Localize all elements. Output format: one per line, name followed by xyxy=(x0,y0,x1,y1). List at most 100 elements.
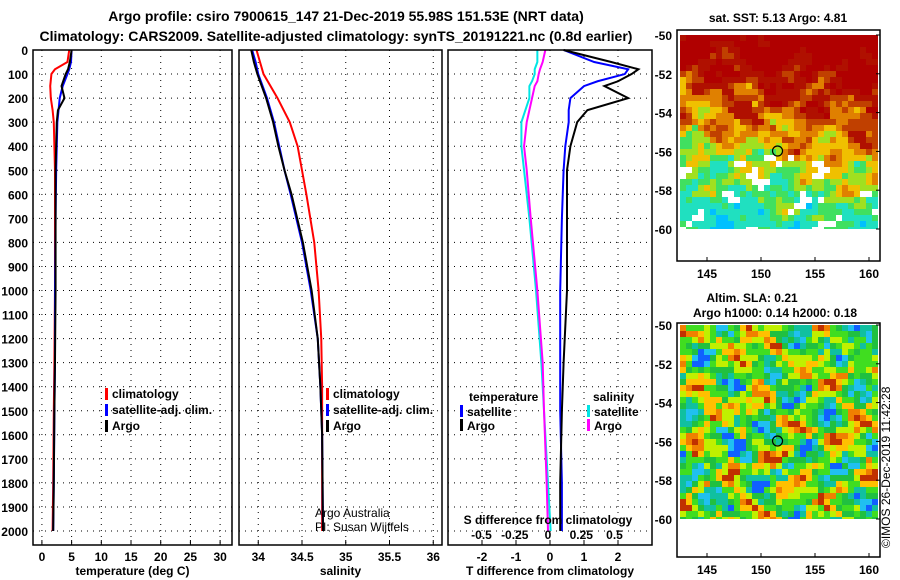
map-cell xyxy=(728,137,734,143)
map-cell xyxy=(722,161,728,167)
map-cell xyxy=(764,379,770,385)
map-cell xyxy=(686,487,692,493)
map-cell xyxy=(860,203,866,209)
map-cell xyxy=(698,463,704,469)
map-cell xyxy=(734,325,740,331)
map-cell xyxy=(812,361,818,367)
map-cell xyxy=(776,379,782,385)
map-cell xyxy=(710,367,716,373)
map-cell xyxy=(722,71,728,77)
map-cell xyxy=(686,185,692,191)
map-cell xyxy=(782,451,788,457)
map-cell xyxy=(818,53,824,59)
map-cell xyxy=(692,167,698,173)
map-cell xyxy=(770,433,776,439)
map-cell xyxy=(794,167,800,173)
map-cell xyxy=(764,47,770,53)
map-cell xyxy=(866,95,872,101)
map-cell xyxy=(740,191,746,197)
map-cell xyxy=(758,367,764,373)
map-cell xyxy=(776,475,782,481)
map-cell xyxy=(698,215,704,221)
map-cell xyxy=(758,35,764,41)
map-cell xyxy=(710,421,716,427)
map-cell xyxy=(866,185,872,191)
map-cell xyxy=(788,71,794,77)
map-cell xyxy=(842,487,848,493)
map-cell xyxy=(824,457,830,463)
map-cell xyxy=(770,325,776,331)
map-cell xyxy=(848,391,854,397)
map-cell xyxy=(746,197,752,203)
map-cell xyxy=(746,445,752,451)
map-cell xyxy=(770,155,776,161)
map-cell xyxy=(806,149,812,155)
map-cell xyxy=(758,227,764,229)
map-cell xyxy=(782,325,788,331)
map-cell xyxy=(794,173,800,179)
map-cell xyxy=(716,53,722,59)
map-cell xyxy=(794,107,800,113)
map-cell xyxy=(788,167,794,173)
map-cell xyxy=(758,59,764,65)
map-cell xyxy=(716,203,722,209)
x-tick-label: 2 xyxy=(615,550,622,564)
map-cell xyxy=(734,373,740,379)
map-cell xyxy=(680,119,686,125)
x-tick-label: 34 xyxy=(252,550,266,564)
map-cell xyxy=(818,143,824,149)
map-cell xyxy=(860,439,866,445)
map-cell xyxy=(686,137,692,143)
map-cell xyxy=(692,391,698,397)
map-cell xyxy=(800,481,806,487)
map-cell xyxy=(836,65,842,71)
map-cell xyxy=(854,131,860,137)
x-tick-label: 5 xyxy=(68,550,75,564)
map-cell xyxy=(704,397,710,403)
map-cell xyxy=(812,191,818,197)
map-cell xyxy=(686,215,692,221)
map-cell xyxy=(758,131,764,137)
map-cell xyxy=(728,155,734,161)
map-cell xyxy=(722,197,728,203)
map-cell xyxy=(704,161,710,167)
map-cell xyxy=(698,35,704,41)
map-cell xyxy=(842,499,848,505)
map-cell xyxy=(812,475,818,481)
map-cell xyxy=(740,95,746,101)
map-cell xyxy=(758,385,764,391)
map-cell xyxy=(866,143,872,149)
map-cell xyxy=(758,463,764,469)
map-cell xyxy=(770,337,776,343)
map-cell xyxy=(794,481,800,487)
map-cell xyxy=(764,131,770,137)
map-cell xyxy=(770,421,776,427)
map-cell xyxy=(836,143,842,149)
map-cell xyxy=(740,385,746,391)
map-cell xyxy=(698,41,704,47)
map-cell xyxy=(776,397,782,403)
map-cell xyxy=(758,397,764,403)
map-cell xyxy=(734,505,740,511)
map-cell xyxy=(734,107,740,113)
map-cell xyxy=(752,83,758,89)
map-cell xyxy=(758,173,764,179)
map-cell xyxy=(776,221,782,227)
map-cell xyxy=(692,209,698,215)
map-cell xyxy=(746,367,752,373)
map-cell xyxy=(728,77,734,83)
map-cell xyxy=(710,349,716,355)
map-cell xyxy=(800,35,806,41)
map-cell xyxy=(686,179,692,185)
map-cell xyxy=(764,203,770,209)
map-cell xyxy=(830,41,836,47)
map-cell xyxy=(740,397,746,403)
map-cell xyxy=(686,149,692,155)
map-cell xyxy=(818,481,824,487)
map-cell xyxy=(800,167,806,173)
map-cell xyxy=(692,149,698,155)
map-cell xyxy=(728,355,734,361)
map-cell xyxy=(740,203,746,209)
map-cell xyxy=(710,35,716,41)
legend-swatch xyxy=(105,404,108,416)
